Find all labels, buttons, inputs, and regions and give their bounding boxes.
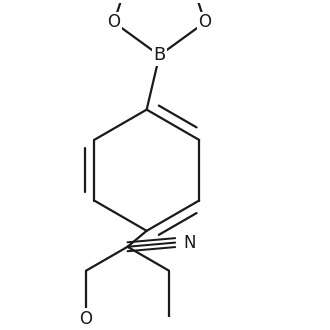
Text: B: B — [153, 47, 166, 64]
Text: O: O — [108, 13, 120, 31]
Text: O: O — [80, 310, 93, 328]
Text: O: O — [198, 13, 212, 31]
Text: N: N — [183, 234, 196, 251]
